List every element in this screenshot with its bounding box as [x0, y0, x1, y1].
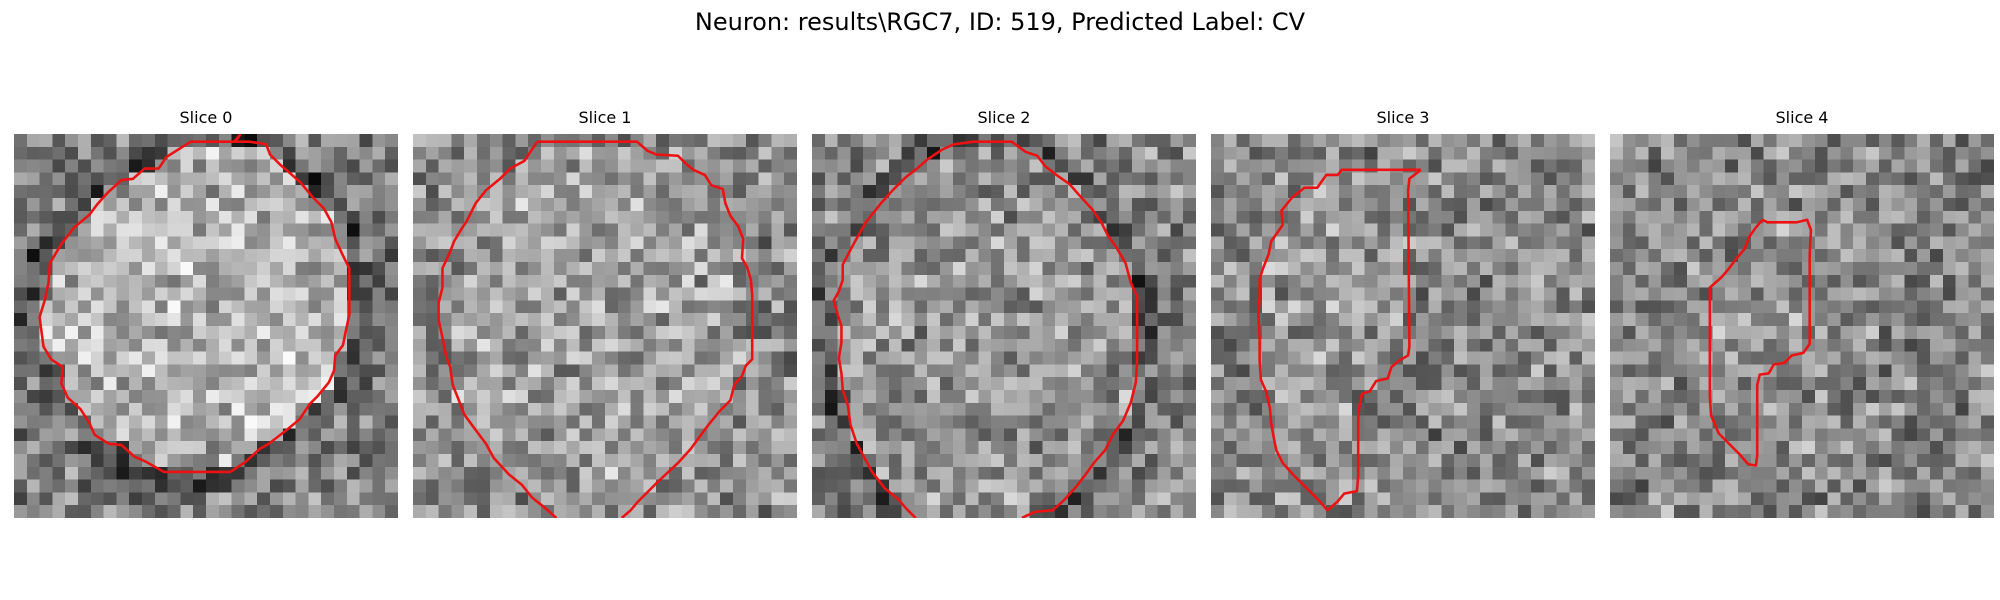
- slice-0-contour-layer: [38, 134, 351, 474]
- slice-3-image: [1211, 134, 1595, 518]
- slice-0-contour: [38, 134, 351, 474]
- slice-1-contour-2: [437, 140, 558, 518]
- slice-4-contour-layer: [1708, 218, 1813, 467]
- slice-2-contour-layer: [832, 140, 1139, 518]
- slice-1-image: [413, 134, 797, 518]
- slice-4-contour: [1708, 218, 1813, 467]
- slice-0-panel: [14, 134, 398, 518]
- slice-3-contour-layer: [1257, 168, 1422, 512]
- slice-1-panel: [413, 134, 797, 518]
- figure-title: Neuron: results\RGC7, ID: 519, Predicted…: [694, 8, 1306, 36]
- slice-2-panel: [812, 134, 1196, 518]
- slice-1-contour: [537, 140, 754, 518]
- panel-title-slice-3: Slice 3: [1376, 108, 1430, 127]
- slice-2-contour: [832, 140, 1139, 518]
- slice-4-panel: [1610, 134, 1994, 518]
- panel-title-slice-4: Slice 4: [1775, 108, 1829, 127]
- slice-3-panel: [1211, 134, 1595, 518]
- panel-title-slice-1: Slice 1: [578, 108, 632, 127]
- panel-title-slice-0: Slice 0: [179, 108, 233, 127]
- slice-2-image: [812, 134, 1196, 518]
- slice-3-contour: [1257, 168, 1422, 512]
- slice-4-image: [1610, 134, 1994, 518]
- panel-title-slice-2: Slice 2: [977, 108, 1031, 127]
- slice-0-image: [14, 134, 398, 518]
- slice-1-contour-layer: [437, 140, 754, 518]
